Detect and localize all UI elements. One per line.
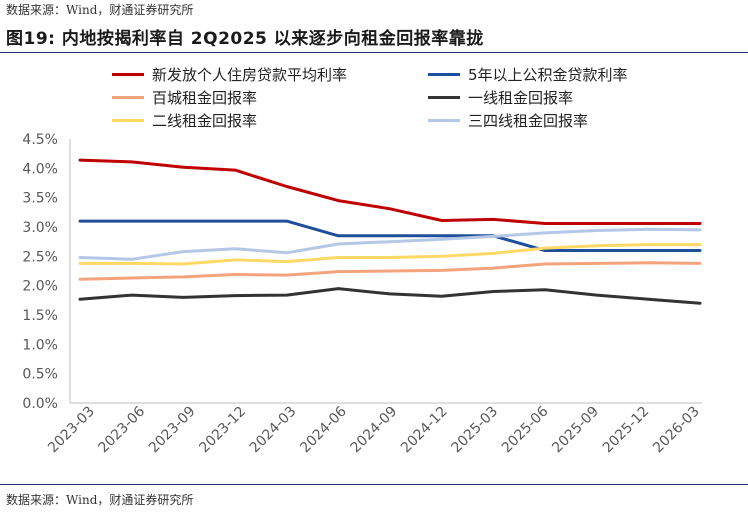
- y-tick-label: 1.5%: [22, 308, 58, 324]
- legend-item: 二线租金回报率: [112, 110, 257, 130]
- legend-item: 5年以上公积金贷款利率: [428, 64, 628, 84]
- legend-label: 二线租金回报率: [152, 111, 258, 130]
- series-line: [78, 243, 702, 266]
- line-chart: 0.0% 0.5% 1.0% 1.5% 2.0% 2.5% 3.0% 3.5% 4.0% 4.5%…: [22, 132, 703, 457]
- x-tick-label: 2024-09: [348, 404, 401, 457]
- legend-label: 一线租金回报率: [468, 88, 574, 107]
- x-tick-label: 2023-06: [96, 403, 149, 456]
- legend-item: 百城租金回报率: [112, 87, 257, 107]
- y-tick-label: 3.0%: [22, 220, 58, 236]
- legend-swatch: [112, 95, 144, 99]
- y-tick-label: 2.5%: [22, 249, 58, 265]
- x-tick-label: 2024-12: [398, 404, 451, 457]
- footer-divider: [0, 484, 748, 485]
- legend-label: 新发放个人住房贷款平均利率: [152, 65, 348, 84]
- legend-item: 新发放个人住房贷款平均利率: [112, 64, 347, 84]
- legend-item: 三四线租金回报率: [428, 110, 588, 130]
- series-line: [78, 261, 702, 281]
- x-tick-label: 2025-09: [549, 404, 602, 457]
- y-tick-label: 3.5%: [22, 191, 58, 207]
- source-note-top: 数据来源：Wind，财通证券研究所: [6, 3, 194, 17]
- y-tick-label: 0.0%: [22, 396, 58, 412]
- legend-item: 一线租金回报率: [428, 87, 573, 107]
- series-line: [78, 158, 702, 225]
- series-line: [78, 227, 702, 261]
- title-divider: [0, 52, 748, 53]
- source-note-bottom: 数据来源：Wind，财通证券研究所: [6, 493, 194, 507]
- legend-label: 三四线租金回报率: [468, 111, 589, 130]
- y-tick-label: 4.5%: [22, 132, 58, 148]
- legend-swatch: [428, 95, 460, 99]
- series-line: [78, 287, 702, 305]
- chart-title: 图19: 内地按揭利率自 2Q2025 以来逐步向租金回报率靠拢: [6, 29, 484, 49]
- x-tick-label: 2025-12: [600, 404, 653, 457]
- legend-swatch: [112, 118, 144, 122]
- x-tick-label: 2024-06: [297, 403, 350, 456]
- x-tick-label: 2024-03: [247, 404, 300, 457]
- x-tick-label: 2023-09: [146, 404, 199, 457]
- legend-swatch: [428, 72, 460, 76]
- y-tick-label: 1.0%: [22, 337, 58, 353]
- legend-label: 百城租金回报率: [152, 88, 258, 107]
- y-tick-label: 2.0%: [22, 279, 58, 295]
- x-tick-label: 2025-06: [499, 403, 552, 456]
- legend-label: 5年以上公积金贷款利率: [468, 65, 628, 84]
- legend-swatch: [428, 118, 460, 122]
- legend-swatch: [112, 72, 144, 76]
- y-tick-label: 4.0%: [22, 161, 58, 177]
- x-tick-label: 2023-12: [196, 404, 249, 457]
- x-tick-label: 2025-03: [448, 404, 501, 457]
- x-tick-label: 2026-03: [650, 404, 703, 457]
- series-line: [78, 219, 702, 252]
- y-tick-label: 0.5%: [22, 367, 58, 383]
